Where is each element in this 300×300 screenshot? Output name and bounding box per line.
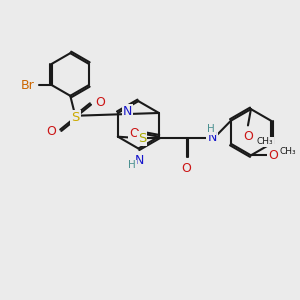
Text: N: N	[135, 154, 145, 167]
Text: H: H	[207, 124, 215, 134]
Text: S: S	[71, 111, 80, 124]
Text: O: O	[129, 127, 139, 140]
Text: N: N	[207, 131, 217, 144]
Text: S: S	[138, 132, 146, 145]
Text: H: H	[128, 160, 136, 170]
Text: O: O	[182, 161, 191, 175]
Text: O: O	[243, 130, 253, 142]
Text: O: O	[46, 125, 56, 138]
Text: O: O	[268, 149, 278, 162]
Text: CH₃: CH₃	[280, 147, 296, 156]
Text: Br: Br	[20, 79, 34, 92]
Text: O: O	[95, 96, 105, 109]
Text: N: N	[123, 105, 132, 118]
Text: CH₃: CH₃	[256, 137, 273, 146]
